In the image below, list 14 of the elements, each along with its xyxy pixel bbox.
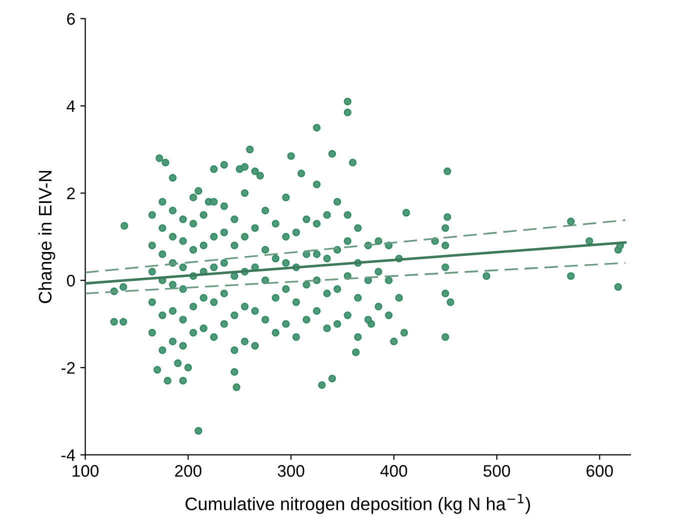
y-tick-label: -2 — [61, 362, 75, 374]
y-tick-label: 6 — [67, 13, 75, 25]
x-tick-label: 300 — [278, 465, 304, 477]
x-axis-title: Cumulative nitrogen deposition (kg N ha$^{−1}$) — [186, 494, 530, 514]
x-tick-label: 500 — [484, 465, 510, 477]
x-tick-label: 600 — [586, 465, 613, 477]
y-axis-title: Change in EIV-N — [38, 170, 56, 304]
x-tick-label: 100 — [72, 465, 99, 477]
x-tick-label: 400 — [380, 465, 408, 477]
x-tick-label: 200 — [175, 465, 202, 477]
y-tick-label: 2 — [67, 188, 75, 200]
y-tick-label: 0 — [66, 274, 75, 287]
y-tick-label: -4 — [61, 449, 76, 461]
y-tick-label: 4 — [66, 100, 76, 112]
